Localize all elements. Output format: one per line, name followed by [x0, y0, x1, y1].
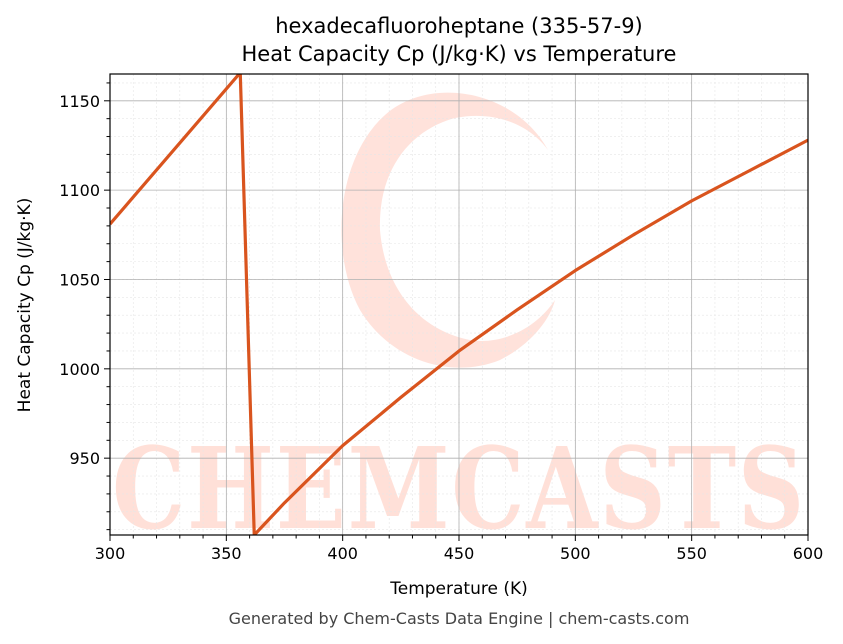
y-axis: 950 1000 1050 1100 1150 — [59, 82, 110, 531]
watermark-text: CHEMCASTS — [112, 424, 806, 555]
y-tick-label: 950 — [69, 449, 100, 468]
chart-title-line1: hexadecafluoroheptane (335-57-9) — [275, 14, 643, 38]
x-tick-label: 350 — [211, 544, 242, 563]
y-axis-label: Heat Capacity Cp (J/kg·K) — [15, 198, 35, 413]
y-tick-label: 1100 — [59, 181, 100, 200]
x-tick-label: 400 — [327, 544, 358, 563]
y-tick-label: 1050 — [59, 270, 100, 289]
cp-series-line — [110, 74, 808, 535]
x-tick-label: 550 — [676, 544, 707, 563]
y-tick-label: 1000 — [59, 360, 100, 379]
y-tick-label: 1150 — [59, 92, 100, 111]
x-tick-label: 600 — [793, 544, 824, 563]
x-axis-label: Temperature (K) — [389, 579, 528, 599]
x-tick-label: 450 — [444, 544, 475, 563]
watermark-c-mark — [341, 92, 555, 368]
chart-title-line2: Heat Capacity Cp (J/kg·K) vs Temperature — [242, 42, 677, 66]
x-axis: 300 350 400 450 500 550 600 — [95, 535, 824, 563]
x-tick-label: 300 — [95, 544, 126, 563]
x-tick-label: 500 — [560, 544, 591, 563]
footer-credit: Generated by Chem-Casts Data Engine | ch… — [229, 609, 690, 628]
watermark-logo: CHEMCASTS — [112, 92, 806, 555]
